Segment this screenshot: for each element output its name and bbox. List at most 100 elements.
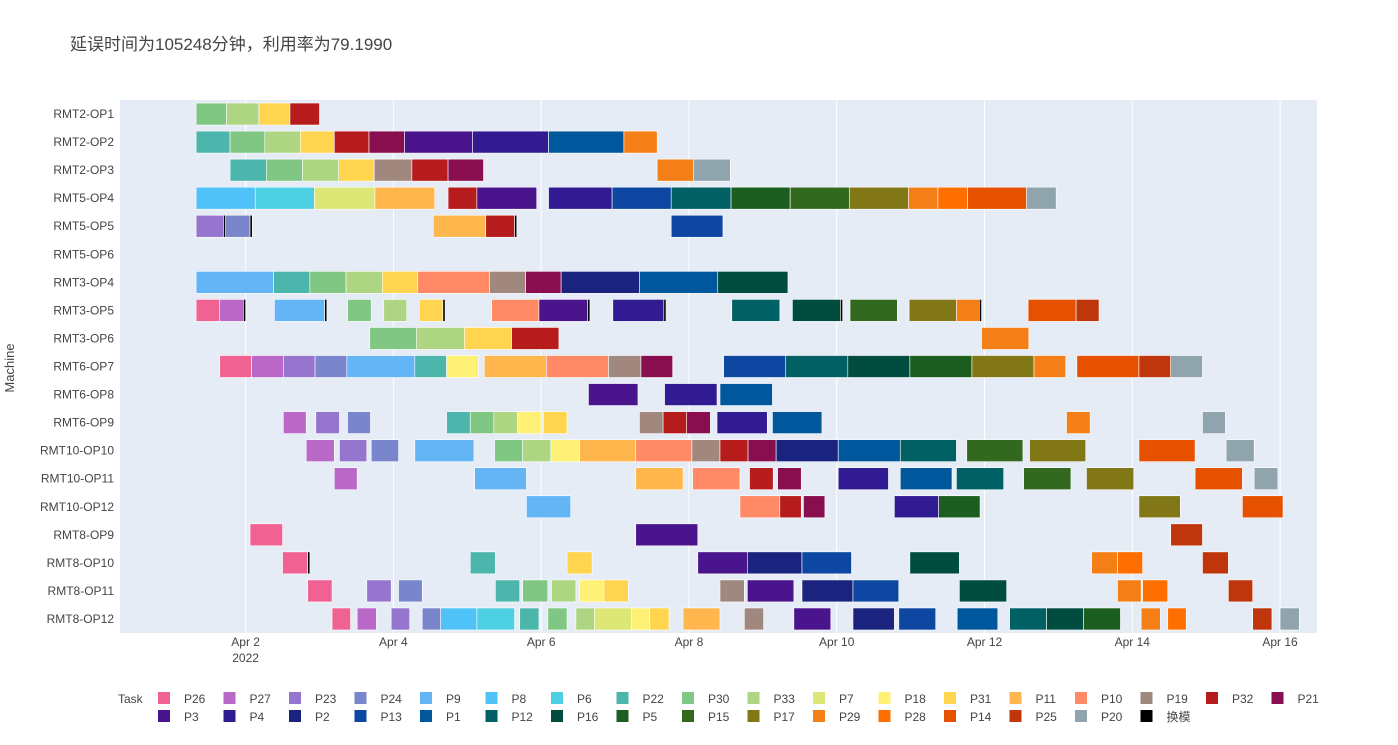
legend-swatch bbox=[485, 692, 498, 704]
task-bar-P22 bbox=[229, 158, 267, 182]
task-bar-P32 bbox=[779, 495, 802, 519]
task-bar-P30 bbox=[195, 102, 227, 126]
x-tick-sublabel: 2022 bbox=[232, 651, 259, 665]
x-tick-label: Apr 2 bbox=[231, 635, 260, 649]
task-bar-P23 bbox=[195, 214, 224, 238]
y-tick-label: RMT3-OP5 bbox=[53, 303, 114, 317]
legend-swatch bbox=[1075, 692, 1087, 704]
legend-swatch bbox=[158, 692, 170, 704]
task-bar-P28 bbox=[1167, 607, 1187, 631]
task-bar-P9 bbox=[414, 439, 475, 462]
task-bar-P27 bbox=[219, 299, 244, 322]
task-bar-P21 bbox=[686, 411, 711, 434]
task-bar-P24 bbox=[314, 355, 348, 378]
legend-swatch bbox=[223, 710, 236, 722]
task-bar-P27 bbox=[356, 607, 377, 631]
task-bar-P30 bbox=[494, 439, 523, 462]
legend-swatch bbox=[878, 710, 891, 722]
task-bar-换模 bbox=[663, 299, 667, 322]
legend-label: P15 bbox=[708, 710, 730, 724]
legend-swatch bbox=[682, 710, 694, 722]
legend: P26 P27 P23 P24 P9 P8 P6 P22 P30 P33 P7 P18 P31 P11 P1… bbox=[158, 692, 1319, 724]
y-tick-label: RMT6-OP8 bbox=[53, 388, 114, 402]
task-bar-P23 bbox=[315, 411, 340, 434]
y-axis-ticks: RMT2-OP1 RMT2-OP2 RMT2-OP3 RMT5-OP4 RMT5-OP5… bbox=[40, 107, 114, 626]
task-bar-P14 bbox=[1242, 495, 1284, 519]
task-bar-P15 bbox=[849, 299, 898, 322]
y-tick-label: RMT5-OP6 bbox=[53, 247, 114, 261]
y-tick-label: RMT5-OP4 bbox=[53, 191, 114, 205]
task-bar-P33 bbox=[522, 439, 552, 462]
legend-swatch bbox=[682, 692, 694, 704]
task-bar-P4 bbox=[664, 383, 718, 406]
task-bar-P5 bbox=[938, 495, 981, 519]
task-bar-P23 bbox=[390, 607, 410, 631]
task-bar-P14 bbox=[1194, 467, 1243, 491]
legend-swatch bbox=[289, 710, 301, 722]
legend-swatch bbox=[551, 710, 563, 722]
y-tick-label: RMT8-OP10 bbox=[47, 556, 115, 570]
task-bar-P21 bbox=[368, 130, 405, 154]
task-bar-P33 bbox=[493, 411, 518, 434]
legend-swatch bbox=[289, 692, 301, 704]
task-bar-P28 bbox=[937, 186, 968, 210]
legend-label: P17 bbox=[774, 710, 796, 724]
y-tick-label: RMT6-OP9 bbox=[53, 416, 114, 430]
task-bar-P32 bbox=[289, 102, 320, 126]
task-bar-P26 bbox=[219, 355, 252, 378]
task-bar-P3 bbox=[793, 607, 832, 631]
legend-label: P9 bbox=[446, 692, 461, 706]
task-bar-换模 bbox=[514, 214, 518, 238]
task-bar-P30 bbox=[229, 130, 266, 154]
task-bar-P4 bbox=[837, 467, 889, 491]
task-bar-P30 bbox=[347, 299, 372, 322]
task-bar-P24 bbox=[347, 411, 371, 434]
task-bar-P14 bbox=[967, 186, 1027, 210]
chart-title: 延误时间为105248分钟，利用率为79.1990 bbox=[70, 35, 392, 54]
task-bar-P33 bbox=[383, 299, 407, 322]
legend-swatch bbox=[420, 692, 432, 704]
legend-label: P19 bbox=[1167, 692, 1189, 706]
task-bar-P32 bbox=[511, 327, 560, 350]
task-bar-P24 bbox=[370, 439, 399, 462]
task-bar-P31 bbox=[603, 579, 629, 603]
task-bar-P26 bbox=[249, 523, 283, 547]
legend-label: P18 bbox=[905, 692, 927, 706]
legend-label: P26 bbox=[184, 692, 206, 706]
task-bar-P21 bbox=[447, 158, 484, 182]
legend-label: P6 bbox=[577, 692, 592, 706]
legend-label: P16 bbox=[577, 710, 599, 724]
y-tick-label: RMT8-OP9 bbox=[53, 528, 114, 542]
task-bar-P1 bbox=[899, 467, 953, 491]
y-tick-label: RMT6-OP7 bbox=[53, 360, 114, 374]
task-bar-P10 bbox=[739, 495, 781, 519]
legend-label: P24 bbox=[381, 692, 403, 706]
task-bar-P10 bbox=[491, 299, 540, 322]
legend-label: P30 bbox=[708, 692, 730, 706]
legend-swatch bbox=[354, 710, 367, 722]
legend-label: P10 bbox=[1101, 692, 1123, 706]
task-bar-P9 bbox=[274, 299, 325, 322]
task-bar-P7 bbox=[594, 607, 632, 631]
task-bar-P18 bbox=[550, 439, 580, 462]
task-bar-P1 bbox=[837, 439, 901, 462]
x-tick-label: Apr 12 bbox=[967, 635, 1003, 649]
task-bar-P2 bbox=[852, 607, 895, 631]
task-bar-P25 bbox=[1252, 607, 1273, 631]
task-bar-P18 bbox=[631, 607, 651, 631]
y-tick-label: RMT8-OP12 bbox=[47, 612, 115, 626]
task-bar-P26 bbox=[282, 551, 308, 575]
y-tick-label: RMT5-OP5 bbox=[53, 219, 114, 233]
task-bar-P16 bbox=[1046, 607, 1084, 631]
legend-swatch bbox=[616, 692, 629, 704]
task-bar-P7 bbox=[314, 186, 376, 210]
task-bar-P18 bbox=[517, 411, 542, 434]
task-bar-P8 bbox=[440, 607, 478, 631]
legend-swatch bbox=[420, 710, 432, 722]
task-bar-P8 bbox=[195, 186, 256, 210]
task-bar-P12 bbox=[1009, 607, 1047, 631]
task-bar-P4 bbox=[894, 495, 939, 519]
task-bar-P26 bbox=[195, 299, 221, 322]
task-bar-P23 bbox=[339, 439, 368, 462]
task-bar-P3 bbox=[538, 299, 589, 322]
